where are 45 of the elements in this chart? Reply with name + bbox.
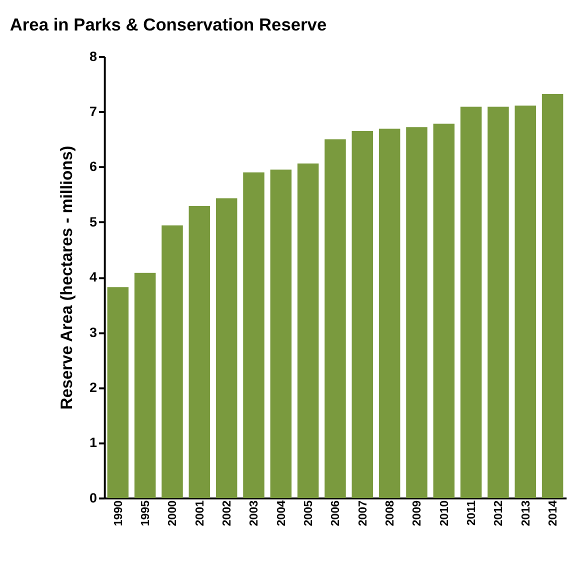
bar — [188, 206, 210, 498]
y-tick-label: 7 — [90, 104, 98, 120]
y-tick-label: 1 — [90, 435, 98, 450]
x-tick-label: 2008 — [384, 500, 396, 526]
y-axis-title: Reserve Area (hectares - millions) — [58, 146, 76, 410]
x-tick-label: 2009 — [412, 500, 424, 526]
bar — [460, 106, 482, 498]
y-tick-label: 0 — [90, 490, 98, 506]
x-tick-label: 2012 — [493, 500, 506, 526]
y-tick-label: 3 — [90, 324, 98, 340]
bar — [514, 106, 536, 498]
bar — [270, 170, 292, 498]
bar — [406, 127, 428, 498]
x-tick-label: 1995 — [140, 500, 152, 526]
y-tick-label: 4 — [90, 270, 98, 285]
bar — [378, 128, 400, 498]
x-tick-label: 2002 — [221, 500, 234, 526]
x-tick-label: 2001 — [194, 500, 206, 526]
bar — [134, 272, 156, 498]
x-tick-label: 2014 — [547, 500, 560, 526]
x-tick-label: 2006 — [330, 500, 342, 526]
y-tick-label: 5 — [90, 214, 98, 230]
bar — [107, 287, 129, 498]
x-tick-label: 2007 — [357, 500, 370, 526]
bar — [216, 198, 238, 498]
x-tick-label: 2000 — [167, 500, 180, 526]
y-tick-label: 2 — [90, 380, 98, 395]
x-tick-label: 2004 — [276, 500, 288, 526]
x-tick-label: 2010 — [438, 500, 451, 526]
bar — [297, 164, 319, 498]
chart-title: Area in Parks & Conservation Reserve — [10, 14, 327, 34]
bar — [433, 124, 455, 498]
x-tick-label: 1990 — [112, 500, 125, 526]
bar — [324, 139, 346, 498]
y-tick-label: 6 — [90, 159, 98, 174]
x-tick-label: 2005 — [302, 500, 315, 526]
bar — [243, 172, 264, 498]
bar — [542, 94, 564, 498]
x-tick-label: 2013 — [520, 500, 532, 526]
bar — [162, 225, 183, 498]
y-tick-label: 8 — [90, 48, 98, 64]
x-tick-label: 2003 — [248, 500, 261, 526]
x-tick-label: 2011 — [466, 500, 478, 526]
bar — [352, 130, 374, 498]
bar — [488, 106, 509, 498]
